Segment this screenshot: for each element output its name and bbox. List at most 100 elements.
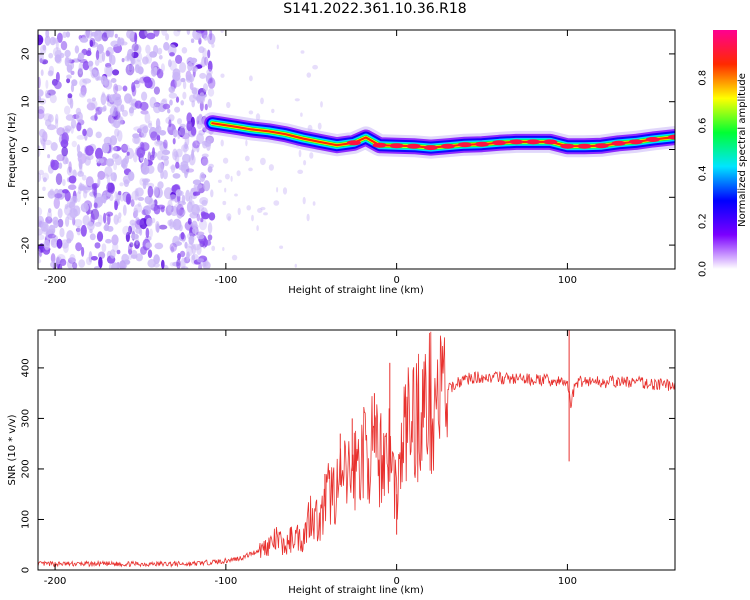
noise-blob: [161, 98, 168, 103]
noise-blob: [196, 234, 205, 240]
noise-blob: [224, 187, 227, 193]
noise-blob: [217, 179, 222, 183]
noise-blob: [220, 30, 224, 33]
ridge-point: [560, 143, 575, 149]
noise-blob: [191, 243, 197, 255]
noise-blob: [67, 93, 73, 99]
noise-blob: [70, 124, 74, 134]
noise-blob: [115, 95, 121, 103]
noise-blob: [55, 113, 59, 124]
colorbar-tick-label: 0.2: [698, 213, 709, 229]
noise-blob: [300, 112, 303, 117]
noise-blob: [55, 71, 60, 83]
noise-blob: [156, 150, 164, 161]
colorbar-tick-label: 0.8: [698, 70, 709, 86]
noise-blob: [205, 239, 212, 246]
y-tick-label: 200: [21, 459, 32, 478]
noise-blob: [294, 98, 300, 102]
noise-blob: [129, 63, 132, 72]
noise-blob: [107, 182, 111, 189]
noise-blob: [110, 172, 117, 182]
noise-blob: [162, 103, 171, 110]
noise-blob: [137, 196, 145, 201]
noise-blob: [222, 157, 229, 164]
noise-blob: [161, 149, 171, 155]
noise-blob: [101, 243, 107, 253]
noise-blob: [246, 205, 251, 211]
noise-blob: [72, 262, 78, 269]
noise-blob: [150, 131, 158, 141]
noise-blob: [61, 132, 69, 144]
noise-blob: [59, 258, 67, 266]
noise-blob: [167, 44, 177, 56]
noise-blob: [172, 173, 181, 179]
noise-blob: [134, 32, 138, 44]
noise-blob: [100, 93, 107, 106]
noise-blob: [176, 204, 185, 216]
noise-blob: [131, 43, 139, 52]
noise-blob: [112, 93, 116, 102]
noise-blob: [263, 212, 268, 216]
noise-blob: [102, 191, 107, 204]
noise-blob: [121, 144, 130, 151]
noise-blob: [170, 164, 176, 174]
noise-blob: [169, 52, 175, 57]
noise-blob: [182, 80, 187, 90]
noise-blob: [95, 158, 105, 164]
noise-blob: [79, 78, 87, 88]
noise-blob: [115, 111, 119, 120]
noise-blob: [180, 232, 185, 240]
noise-blob: [127, 64, 133, 71]
noise-blob: [257, 208, 263, 213]
noise-blob: [63, 105, 71, 115]
noise-blob: [85, 145, 94, 156]
noise-blob: [203, 34, 208, 41]
noise-blob: [196, 258, 205, 263]
noise-blob: [249, 75, 253, 82]
noise-blob: [193, 191, 201, 196]
y-tick-label: 400: [21, 358, 32, 377]
snr-plot-area: [38, 330, 675, 568]
noise-blob: [112, 69, 120, 76]
noise-blob: [100, 75, 107, 85]
noise-blob: [60, 40, 68, 51]
noise-blob: [199, 113, 202, 118]
y-tick-label: 300: [21, 409, 32, 428]
noise-blob: [184, 134, 190, 147]
noise-blob: [209, 30, 213, 41]
noise-blob: [50, 142, 58, 151]
ridge-point: [346, 140, 361, 146]
y-tick-label: 20: [21, 48, 32, 61]
noise-blob: [196, 213, 201, 222]
noise-blob: [38, 76, 41, 89]
noise-blob: [126, 151, 130, 156]
noise-blob: [131, 85, 137, 97]
noise-blob: [93, 202, 98, 209]
noise-blob: [54, 81, 62, 90]
noise-blob: [105, 238, 112, 244]
noise-blob: [45, 30, 50, 38]
noise-blob: [38, 109, 45, 120]
noise-blob: [38, 149, 41, 157]
ridge-point: [628, 139, 643, 145]
noise-blob: [44, 239, 50, 251]
noise-blob: [109, 249, 116, 259]
ridge-point: [577, 143, 592, 149]
noise-blob: [187, 242, 193, 249]
noise-blob: [49, 94, 57, 104]
noise-blob: [196, 204, 205, 212]
noise-blob: [211, 43, 215, 48]
noise-blob: [118, 212, 122, 219]
noise-blob: [111, 262, 119, 269]
noise-blob: [101, 32, 109, 42]
noise-blob: [143, 178, 149, 186]
noise-blob: [188, 153, 196, 166]
noise-blob: [207, 234, 213, 241]
noise-blob: [87, 47, 92, 54]
noise-blob: [180, 160, 189, 168]
noise-blob: [179, 126, 187, 136]
noise-blob: [236, 170, 241, 177]
noise-blob: [48, 65, 55, 76]
noise-blob: [45, 92, 51, 99]
